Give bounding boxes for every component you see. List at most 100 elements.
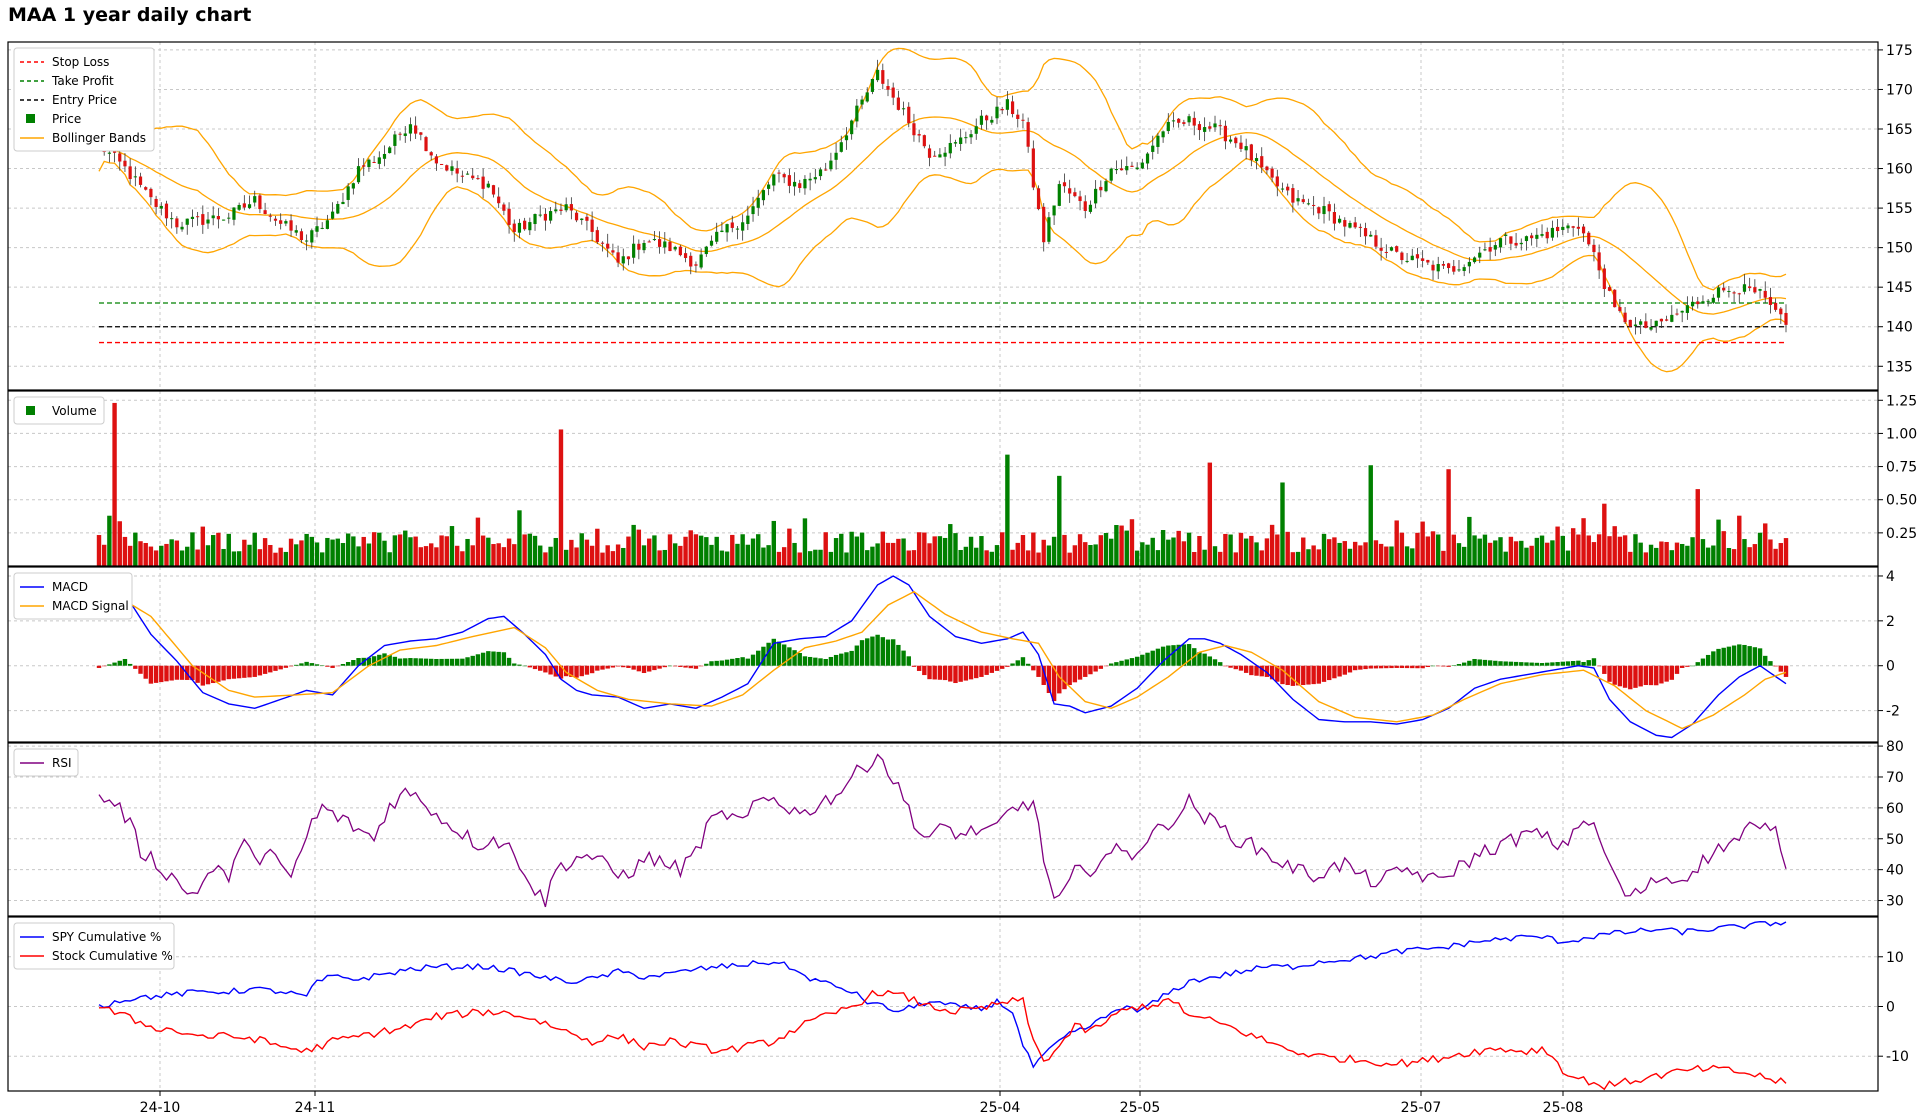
candle-body [1104, 181, 1108, 192]
candle-body [1192, 117, 1196, 126]
volume-bar [366, 543, 372, 566]
volume-bar [460, 551, 465, 566]
volume-bar [615, 544, 621, 566]
candle-body [1654, 320, 1658, 327]
volume-bar [1493, 540, 1498, 566]
candle-body [320, 227, 324, 229]
candle-body [299, 231, 304, 241]
volume-bar [1498, 537, 1503, 566]
candle-body [346, 186, 350, 200]
candle-body [1016, 114, 1020, 119]
macd-histogram-bar [937, 665, 943, 680]
volume-bar [127, 545, 133, 566]
volume-bar [1545, 542, 1550, 566]
macd-histogram-bar [262, 665, 268, 674]
volume-bar [273, 552, 278, 566]
volume-bar [916, 532, 922, 566]
volume-bar [1654, 547, 1659, 566]
candle-body [1197, 124, 1202, 131]
volume-bar [1062, 534, 1067, 566]
volume-bar [870, 546, 875, 566]
macd-histogram-bar [621, 665, 626, 668]
candle-body [1613, 289, 1617, 308]
volume-bar [745, 544, 751, 566]
volume-bar [1088, 545, 1093, 566]
macd-histogram-bar [1524, 662, 1529, 666]
candle-body [1083, 201, 1087, 211]
y-tick-label: 50 [1886, 832, 1904, 848]
candle-body [985, 115, 989, 121]
volume-bar [1280, 482, 1285, 566]
volume-bar [1519, 540, 1524, 566]
macd-histogram-bar [1768, 661, 1773, 666]
bollinger-middle [98, 116, 1787, 315]
macd-histogram-bar [569, 665, 574, 677]
candle-body [1265, 166, 1269, 171]
volume-bar [672, 543, 678, 566]
candle-body [159, 205, 163, 209]
y-tick-label: 135 [1886, 359, 1913, 375]
macd-histogram-bar [1218, 662, 1223, 666]
volume-bar [532, 535, 538, 566]
candle-body [1052, 205, 1056, 216]
volume-bar [1134, 550, 1140, 566]
candle-body [948, 142, 952, 154]
volume-bar [1015, 542, 1020, 566]
macd-histogram-bar [356, 658, 361, 666]
volume-bar [309, 536, 315, 566]
volume-bar [486, 537, 491, 566]
candle-body [870, 79, 875, 92]
candle-body [1779, 308, 1783, 315]
volume-bar [1269, 524, 1275, 566]
macd-histogram-bar [1150, 650, 1155, 666]
macd-histogram-bar [1389, 665, 1394, 669]
candle-body [507, 208, 511, 225]
macd-histogram-bar [491, 651, 496, 666]
volume-bar [901, 538, 906, 566]
macd-histogram-bar [1679, 665, 1685, 668]
candle-body [1005, 99, 1009, 110]
volume-bar [636, 529, 642, 566]
macd-histogram-bar [107, 664, 112, 666]
macd-histogram-bar [1643, 665, 1649, 686]
volume-bar [1467, 516, 1472, 566]
macd-histogram-bar [1410, 665, 1415, 669]
candle-body [1322, 206, 1326, 215]
macd-histogram-bar [195, 665, 200, 683]
volume-bar [1674, 542, 1680, 566]
macd-histogram-bar [880, 637, 886, 666]
candle-body [1379, 247, 1383, 251]
volume-bar [563, 549, 569, 566]
volume-bar [1363, 542, 1368, 566]
volume-bar [221, 548, 226, 566]
volume-bar [210, 535, 216, 566]
candle-body [606, 243, 610, 249]
volume-bar [1731, 549, 1737, 566]
volume-bar [1384, 546, 1389, 566]
volume-bar [1669, 550, 1675, 566]
candle-body [201, 214, 205, 225]
macd-histogram-bar [1176, 644, 1181, 666]
macd-histogram-bar [1005, 665, 1010, 667]
volume-bar [340, 543, 346, 566]
volume-bar [1290, 552, 1296, 566]
volume-bar [1124, 530, 1129, 566]
macd-histogram-bar [470, 655, 475, 666]
macd-histogram-bar [1212, 659, 1218, 666]
macd-histogram-bar [1041, 665, 1046, 685]
macd-histogram-bar [1586, 660, 1591, 666]
macd-histogram-bar [299, 663, 304, 666]
candle-body [891, 87, 895, 98]
candle-body [1296, 198, 1300, 202]
volume-bar [408, 537, 413, 566]
candle-body [455, 168, 459, 174]
volume-bar [813, 549, 818, 566]
macd-histogram-bar [1321, 665, 1327, 682]
volume-bar [818, 549, 823, 566]
volume-bar [792, 542, 797, 566]
macd-histogram-bar [709, 661, 714, 666]
candle-body [356, 166, 361, 183]
candle-body [1099, 186, 1103, 191]
volume-bar [164, 543, 169, 566]
candle-body [1353, 222, 1357, 228]
